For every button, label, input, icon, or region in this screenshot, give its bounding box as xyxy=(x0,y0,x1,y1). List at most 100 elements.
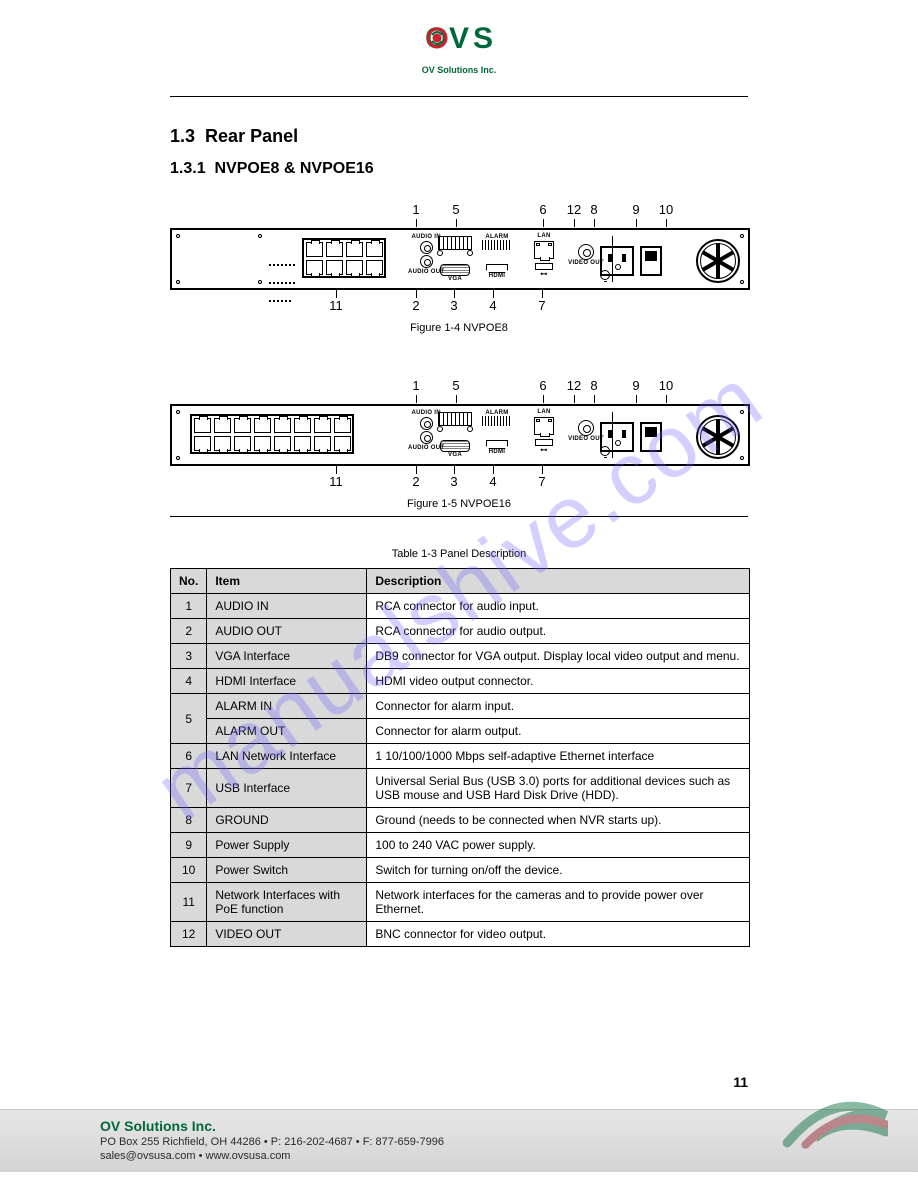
cell-item: ALARM IN xyxy=(207,694,367,719)
table-header: Item xyxy=(207,569,367,594)
cell-desc: Ground (needs to be connected when NVR s… xyxy=(367,808,750,833)
cell-no: 1 xyxy=(171,594,207,619)
cell-desc: HDMI video output connector. xyxy=(367,669,750,694)
cell-item: LAN Network Interface xyxy=(207,744,367,769)
callouts-bottom-2: 112347 xyxy=(170,466,750,492)
cell-desc: Network interfaces for the cameras and t… xyxy=(367,883,750,922)
figure-2-caption: Figure 1-5 NVPOE16 xyxy=(0,498,918,510)
cell-no: 7 xyxy=(171,769,207,808)
callout-9: 9 xyxy=(624,378,648,403)
ovs-logo-icon: O V S xyxy=(415,18,503,62)
mid-rule xyxy=(170,516,748,517)
cell-item: ALARM OUT xyxy=(207,719,367,744)
cell-item: VGA Interface xyxy=(207,644,367,669)
callout-4: 4 xyxy=(481,290,505,313)
cell-no: 4 xyxy=(171,669,207,694)
cell-desc: Switch for turning on/off the device. xyxy=(367,858,750,883)
cell-no: 8 xyxy=(171,808,207,833)
callout-7: 7 xyxy=(530,466,554,489)
callout-5: 5 xyxy=(444,378,468,403)
table-row: 8GROUNDGround (needs to be connected whe… xyxy=(171,808,750,833)
section-name: Rear Panel xyxy=(205,126,298,146)
subsection-name: NVPOE8 & NVPOE16 xyxy=(214,160,373,177)
table-row: 9Power Supply100 to 240 VAC power supply… xyxy=(171,833,750,858)
callout-1: 1 xyxy=(404,378,428,403)
table-header: Description xyxy=(367,569,750,594)
section-title: 1.3 Rear Panel xyxy=(170,126,298,147)
lan-port xyxy=(534,241,554,259)
table-row: 12VIDEO OUTBNC connector for video outpu… xyxy=(171,922,750,947)
callout-11: 11 xyxy=(324,290,348,313)
footer: OV Solutions Inc. PO Box 255 Richfield, … xyxy=(0,1109,918,1172)
figure-2: 156128910 AUDIO IN AUDIO OUT VGA ALARM xyxy=(170,378,750,492)
section-number: 1.3 xyxy=(170,126,195,146)
callout-6: 6 xyxy=(531,378,555,403)
rear-panel-16: AUDIO IN AUDIO OUT VGA ALARM HDMI LAN ⊷ … xyxy=(170,404,750,466)
cell-no: 9 xyxy=(171,833,207,858)
callout-10: 10 xyxy=(654,378,678,403)
cell-no: 5 xyxy=(171,694,207,744)
dip-switch xyxy=(438,236,472,250)
panel-description-table: No.ItemDescription1AUDIO INRCA connector… xyxy=(170,568,750,947)
psu-area-2 xyxy=(600,412,740,462)
callout-2: 2 xyxy=(404,466,428,489)
header-rule xyxy=(170,96,748,97)
hdmi-port xyxy=(486,264,508,273)
table-row: 6LAN Network Interface1 10/100/1000 Mbps… xyxy=(171,744,750,769)
cell-item: AUDIO OUT xyxy=(207,619,367,644)
callout-11: 11 xyxy=(324,466,348,489)
cell-desc: RCA connector for audio output. xyxy=(367,619,750,644)
iec-inlet xyxy=(600,246,634,276)
cell-item: Network Interfaces with PoE function xyxy=(207,883,367,922)
figure-1: 156128910 AUDIO IN AUDIO OUT xyxy=(170,202,750,316)
table-row: 11Network Interfaces with PoE functionNe… xyxy=(171,883,750,922)
cell-desc: RCA connector for audio input. xyxy=(367,594,750,619)
callout-7: 7 xyxy=(530,290,554,313)
cell-no: 11 xyxy=(171,883,207,922)
callout-10: 10 xyxy=(654,202,678,227)
page-number: 11 xyxy=(733,1074,748,1090)
subsection-title: 1.3.1 NVPOE8 & NVPOE16 xyxy=(170,160,374,178)
cell-desc: Universal Serial Bus (USB 3.0) ports for… xyxy=(367,769,750,808)
callout-2: 2 xyxy=(404,290,428,313)
table-header: No. xyxy=(171,569,207,594)
cell-desc: Connector for alarm output. xyxy=(367,719,750,744)
alarm-hdmi-col: ALARM HDMI xyxy=(482,234,512,279)
power-switch xyxy=(640,246,662,276)
table-row: 7USB InterfaceUniversal Serial Bus (USB … xyxy=(171,769,750,808)
cell-item: AUDIO IN xyxy=(207,594,367,619)
brand-logo: O V S OV Solutions Inc. xyxy=(415,18,503,75)
dip-vga-col: VGA xyxy=(438,236,472,282)
fan-icon xyxy=(696,239,740,283)
dip-vga-col-2: VGA xyxy=(438,412,472,458)
callout-4: 4 xyxy=(481,466,505,489)
callout-8: 8 xyxy=(582,378,606,403)
callout-1: 1 xyxy=(404,202,428,227)
callout-6: 6 xyxy=(531,202,555,227)
cell-no: 12 xyxy=(171,922,207,947)
alarm-label: ALARM xyxy=(482,234,512,240)
cell-no: 3 xyxy=(171,644,207,669)
table-row: 1AUDIO INRCA connector for audio input. xyxy=(171,594,750,619)
vga-port xyxy=(440,264,470,276)
cell-no: 2 xyxy=(171,619,207,644)
table-row: 5ALARM INConnector for alarm input. xyxy=(171,694,750,719)
cell-item: Power Supply xyxy=(207,833,367,858)
callout-3: 3 xyxy=(442,290,466,313)
callout-8: 8 xyxy=(582,202,606,227)
callouts-top-2: 156128910 xyxy=(170,378,750,404)
subsection-number: 1.3.1 xyxy=(170,160,206,177)
table-row: 3VGA InterfaceDB9 connector for VGA outp… xyxy=(171,644,750,669)
cell-item: Power Switch xyxy=(207,858,367,883)
callout-5: 5 xyxy=(444,202,468,227)
cell-no: 6 xyxy=(171,744,207,769)
cell-desc: 1 10/100/1000 Mbps self-adaptive Etherne… xyxy=(367,744,750,769)
cell-item: USB Interface xyxy=(207,769,367,808)
table-row: 2AUDIO OUTRCA connector for audio output… xyxy=(171,619,750,644)
svg-text:S: S xyxy=(473,22,493,55)
callout-9: 9 xyxy=(624,202,648,227)
lan-label: LAN xyxy=(530,233,558,239)
cell-desc: 100 to 240 VAC power supply. xyxy=(367,833,750,858)
poe-ports-8 xyxy=(302,238,386,278)
rear-panel-8: AUDIO IN AUDIO OUT VGA ALARM HDMI LAN xyxy=(170,228,750,290)
